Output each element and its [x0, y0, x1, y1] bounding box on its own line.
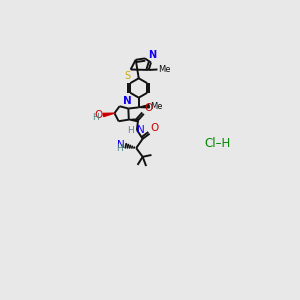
Text: H: H — [127, 126, 134, 135]
Text: H: H — [116, 145, 123, 154]
Text: N: N — [137, 125, 145, 136]
Text: Me: Me — [151, 102, 163, 111]
Polygon shape — [103, 113, 115, 117]
Text: Me: Me — [158, 65, 171, 74]
Text: O: O — [145, 103, 153, 113]
Polygon shape — [129, 119, 138, 122]
Text: Cl–H: Cl–H — [205, 137, 231, 150]
Text: O: O — [151, 123, 159, 133]
Text: H: H — [92, 113, 99, 122]
Text: N: N — [117, 140, 125, 150]
Text: N: N — [148, 50, 156, 60]
Text: S: S — [125, 71, 131, 81]
Text: N: N — [123, 96, 132, 106]
Text: O: O — [94, 110, 102, 119]
Polygon shape — [139, 105, 149, 108]
